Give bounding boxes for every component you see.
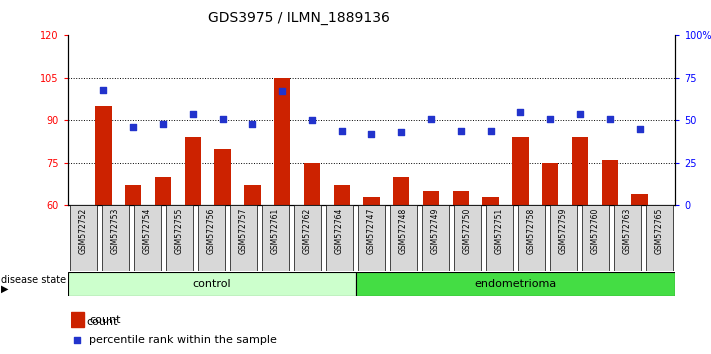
Bar — [572, 137, 588, 205]
Bar — [483, 197, 499, 205]
Text: GSM572759: GSM572759 — [559, 207, 568, 254]
Point — [336, 128, 348, 133]
Bar — [542, 163, 558, 205]
Text: GSM572753: GSM572753 — [111, 207, 120, 254]
Point — [455, 128, 466, 133]
FancyBboxPatch shape — [68, 272, 356, 296]
Point — [306, 118, 318, 123]
FancyBboxPatch shape — [356, 272, 675, 296]
Point — [277, 88, 288, 94]
Bar — [423, 191, 439, 205]
FancyBboxPatch shape — [390, 205, 417, 271]
Text: GSM572760: GSM572760 — [591, 207, 600, 254]
FancyBboxPatch shape — [422, 205, 449, 271]
Text: GSM572761: GSM572761 — [271, 207, 280, 253]
FancyBboxPatch shape — [518, 205, 545, 271]
Point — [211, 230, 223, 235]
FancyBboxPatch shape — [550, 205, 577, 271]
Point — [574, 111, 586, 116]
Text: GSM572752: GSM572752 — [79, 207, 88, 253]
Point — [97, 87, 109, 93]
Point — [485, 128, 496, 133]
FancyBboxPatch shape — [102, 205, 129, 271]
FancyBboxPatch shape — [230, 205, 257, 271]
Text: GDS3975 / ILMN_1889136: GDS3975 / ILMN_1889136 — [208, 11, 390, 25]
FancyBboxPatch shape — [326, 205, 353, 271]
Text: percentile rank within the sample: percentile rank within the sample — [89, 335, 277, 345]
Text: GSM572756: GSM572756 — [207, 207, 216, 254]
Text: GSM572764: GSM572764 — [335, 207, 344, 254]
Bar — [244, 185, 260, 205]
Point — [217, 116, 228, 121]
Text: ▶: ▶ — [1, 284, 9, 294]
Text: GSM572750: GSM572750 — [463, 207, 472, 254]
Text: GSM572751: GSM572751 — [495, 207, 504, 253]
FancyBboxPatch shape — [262, 205, 289, 271]
Text: control: control — [192, 279, 231, 289]
Text: GSM572765: GSM572765 — [655, 207, 664, 254]
Bar — [333, 185, 350, 205]
Text: count: count — [87, 317, 118, 327]
Bar — [512, 137, 529, 205]
Bar — [155, 177, 171, 205]
Point — [247, 121, 258, 127]
Text: endometrioma: endometrioma — [474, 279, 557, 289]
Text: GSM572762: GSM572762 — [303, 207, 312, 253]
Bar — [631, 194, 648, 205]
FancyBboxPatch shape — [358, 205, 385, 271]
Text: GSM572747: GSM572747 — [367, 207, 376, 254]
Text: GSM572754: GSM572754 — [143, 207, 152, 254]
FancyBboxPatch shape — [454, 205, 481, 271]
Bar — [214, 149, 231, 205]
Bar — [453, 191, 469, 205]
Text: disease state: disease state — [1, 275, 67, 285]
Text: GSM572757: GSM572757 — [239, 207, 248, 254]
FancyBboxPatch shape — [646, 205, 673, 271]
Text: GSM572748: GSM572748 — [399, 207, 408, 253]
Point — [545, 116, 556, 121]
Text: count: count — [89, 315, 120, 325]
FancyBboxPatch shape — [70, 205, 97, 271]
Bar — [185, 137, 201, 205]
FancyBboxPatch shape — [294, 205, 321, 271]
Point — [127, 124, 139, 130]
Point — [634, 126, 646, 132]
FancyBboxPatch shape — [486, 205, 513, 271]
Point — [425, 116, 437, 121]
Point — [515, 109, 526, 115]
Bar — [125, 185, 141, 205]
Bar — [363, 197, 380, 205]
FancyBboxPatch shape — [166, 205, 193, 271]
Bar — [274, 78, 290, 205]
FancyBboxPatch shape — [134, 205, 161, 271]
Point — [365, 131, 377, 137]
FancyBboxPatch shape — [614, 205, 641, 271]
Bar — [602, 160, 618, 205]
Point — [157, 121, 169, 127]
Point — [604, 116, 616, 121]
Bar — [304, 163, 320, 205]
Bar — [393, 177, 410, 205]
Text: GSM572755: GSM572755 — [175, 207, 184, 254]
Text: GSM572749: GSM572749 — [431, 207, 440, 254]
Text: GSM572763: GSM572763 — [623, 207, 632, 254]
FancyBboxPatch shape — [582, 205, 609, 271]
Bar — [95, 106, 112, 205]
Bar — [71, 312, 84, 327]
Point — [187, 111, 198, 116]
FancyBboxPatch shape — [198, 205, 225, 271]
Point — [395, 130, 407, 135]
Text: GSM572758: GSM572758 — [527, 207, 536, 253]
